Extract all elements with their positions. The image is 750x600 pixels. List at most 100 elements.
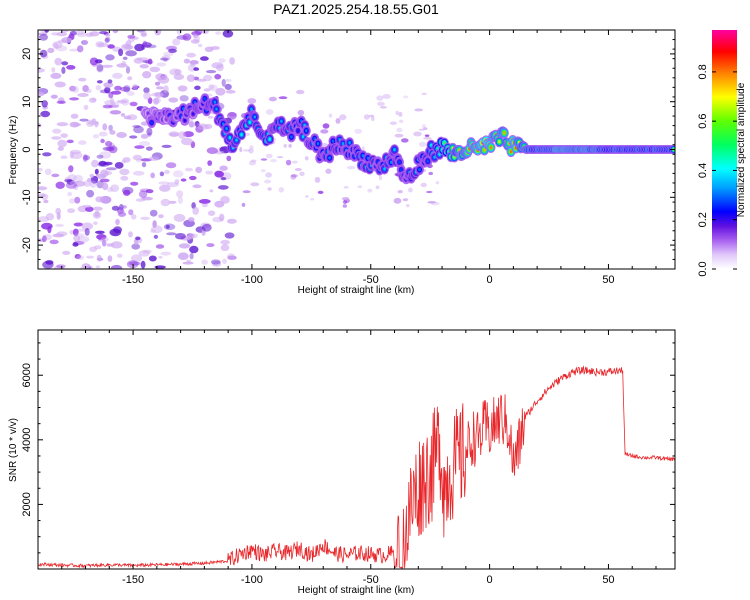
noise-blob: [45, 260, 54, 265]
noise-blob: [225, 78, 232, 83]
ridge-blob: [280, 119, 283, 123]
noise-blob: [357, 185, 363, 189]
noise-blob: [136, 30, 145, 33]
noise-blob: [133, 239, 139, 245]
noise-blob: [210, 259, 221, 265]
noise-blob: [192, 184, 202, 189]
ridge-blob: [253, 115, 257, 119]
ridge-blob: [213, 100, 217, 104]
ridge-blob: [301, 135, 305, 139]
noise-blob: [367, 188, 373, 193]
noise-blob: [193, 67, 200, 71]
noise-blob: [117, 253, 123, 258]
noise-blob: [209, 84, 218, 92]
noise-blob: [75, 30, 86, 35]
noise-blob: [190, 60, 195, 67]
noise-blob: [70, 151, 83, 160]
noise-blob: [113, 226, 123, 234]
noise-blob: [43, 199, 49, 204]
noise-blob: [190, 39, 200, 44]
colorbar-gradient-bar: [712, 30, 737, 269]
noise-blob: [105, 32, 111, 37]
noise-blob: [103, 82, 114, 88]
ridge-blob: [316, 141, 320, 146]
noise-blob: [299, 171, 305, 176]
noise-blob: [249, 145, 254, 150]
noise-blob: [86, 255, 94, 259]
noise-blob: [143, 87, 150, 94]
noise-blob: [68, 165, 74, 173]
noise-blob: [100, 237, 109, 242]
noise-blob: [242, 149, 251, 152]
noise-blob: [96, 254, 102, 262]
noise-blob: [154, 81, 161, 86]
noise-blob: [196, 78, 207, 82]
noise-blob: [130, 181, 139, 186]
noise-blob: [112, 30, 119, 34]
noise-blob: [283, 144, 287, 148]
noise-blob: [401, 138, 409, 143]
noise-blob: [150, 93, 160, 97]
noise-blob: [394, 133, 404, 138]
colorbar-tick-label: 0.8: [697, 64, 709, 79]
noise-blob: [156, 62, 167, 67]
noise-blob: [141, 162, 147, 168]
noise-blob: [413, 131, 422, 137]
noise-blob: [164, 169, 170, 175]
noise-blob: [430, 201, 440, 206]
noise-blob: [178, 131, 186, 139]
noise-blob: [189, 252, 194, 260]
colorbar-tick-label: 0.6: [697, 114, 709, 129]
noise-blob: [393, 197, 402, 204]
noise-blob: [89, 180, 97, 188]
ridge-blob: [268, 137, 272, 141]
spectrogram-y-axis-label: Frequency (Hz): [8, 116, 19, 185]
noise-blob: [290, 174, 298, 178]
noise-blob: [153, 97, 160, 105]
noise-blob: [227, 255, 237, 260]
snr-x-tick-label: -50: [363, 574, 379, 586]
noise-blob: [260, 158, 268, 161]
noise-blob: [129, 135, 138, 139]
noise-blob: [226, 155, 232, 162]
noise-blob: [215, 31, 222, 35]
noise-blob: [145, 44, 157, 49]
noise-blob: [110, 241, 123, 249]
noise-blob: [110, 102, 120, 108]
noise-blob: [180, 178, 187, 182]
noise-blob: [188, 217, 195, 222]
noise-blob: [250, 182, 260, 187]
ridge-blob: [150, 120, 153, 125]
spectrogram-y-tick-label: 0: [21, 146, 33, 152]
noise-blob: [138, 250, 150, 257]
noise-blob: [224, 232, 235, 239]
noise-blob: [377, 101, 385, 106]
noise-blob: [57, 139, 67, 148]
noise-blob: [120, 43, 133, 51]
noise-blob: [121, 60, 127, 66]
ridge-blob: [183, 118, 187, 122]
noise-blob: [217, 185, 229, 190]
noise-blob: [70, 113, 79, 119]
noise-blob: [158, 255, 163, 259]
noise-blob: [82, 204, 92, 208]
noise-blob: [206, 243, 215, 248]
noise-blob: [40, 110, 51, 118]
chart-title: PAZ1.2025.254.18.55.G01: [273, 1, 439, 17]
noise-blob: [105, 54, 115, 61]
noise-blob: [225, 89, 236, 94]
noise-blob: [112, 72, 123, 79]
noise-blob: [104, 37, 110, 43]
noise-blob: [139, 141, 151, 147]
spectrogram-y-tick-label: 10: [21, 96, 33, 108]
noise-blob: [50, 94, 58, 99]
noise-blob: [120, 175, 129, 181]
noise-blob: [66, 179, 75, 185]
noise-blob: [122, 205, 127, 209]
noise-blob: [127, 34, 136, 39]
ridge-blob: [305, 129, 308, 133]
noise-blob: [134, 145, 145, 149]
noise-blob: [250, 159, 257, 163]
noise-blob: [96, 234, 107, 240]
